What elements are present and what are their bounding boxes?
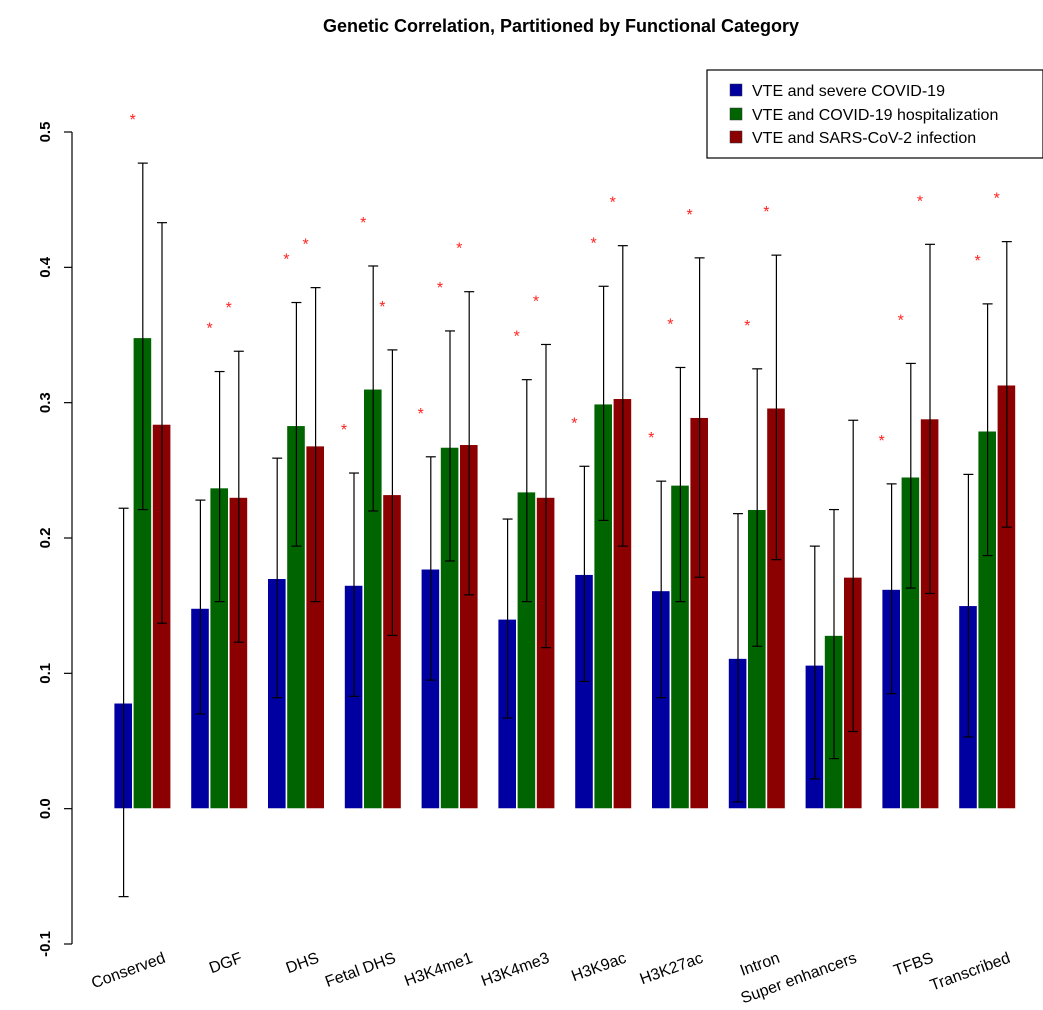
significance-star: * bbox=[763, 204, 769, 221]
legend-swatch-2 bbox=[729, 107, 743, 121]
x-tick-label: H3K9ac bbox=[569, 950, 628, 985]
legend: VTE and severe COVID-19 VTE and COVID-19… bbox=[706, 69, 1043, 159]
significance-star: * bbox=[878, 433, 884, 450]
y-tick-label: -0.1 bbox=[37, 931, 54, 957]
significance-star: * bbox=[667, 316, 673, 333]
x-tick-label: Conserved bbox=[89, 950, 168, 992]
x-tick-label: DHS bbox=[284, 950, 322, 978]
significance-star: * bbox=[130, 112, 136, 129]
significance-star: * bbox=[917, 193, 923, 210]
significance-star: * bbox=[379, 299, 385, 316]
x-tick-label: Transcribed bbox=[928, 950, 1013, 995]
significance-star: * bbox=[648, 430, 654, 447]
legend-frame bbox=[706, 69, 1043, 159]
significance-star: * bbox=[226, 300, 232, 317]
x-axis-labels: Conserved DGF DHS Fetal DHS H3K4me1 H3K4me3 H3… bbox=[89, 950, 1013, 1008]
y-tick-label: 0.0 bbox=[37, 798, 54, 819]
significance-star: * bbox=[302, 237, 308, 254]
significance-star: * bbox=[514, 329, 520, 346]
error-bars-layer bbox=[118, 162, 1012, 898]
y-tick-label: 0.5 bbox=[37, 122, 54, 143]
y-tick-label: 0.4 bbox=[37, 256, 54, 278]
significance-star: * bbox=[994, 191, 1000, 208]
y-tick-label: 0.2 bbox=[37, 528, 54, 549]
chart-title: Genetic Correlation, Partitioned by Func… bbox=[323, 16, 799, 36]
x-tick-label: Fetal DHS bbox=[323, 950, 398, 991]
significance-star: * bbox=[533, 293, 539, 310]
significance-star: * bbox=[571, 415, 577, 432]
x-tick-label: DGF bbox=[207, 950, 245, 978]
legend-label-2: VTE and COVID-19 hospitalization bbox=[752, 107, 998, 124]
y-tick-label: 0.1 bbox=[37, 663, 54, 684]
x-tick-label: H3K27ac bbox=[638, 950, 706, 988]
y-axis: -0.1 0.0 0.1 0.2 0.3 0.4 0.5 bbox=[37, 122, 73, 957]
y-tick-label: 0.3 bbox=[37, 392, 54, 413]
significance-star: * bbox=[744, 318, 750, 335]
significance-star: * bbox=[206, 321, 212, 338]
significance-stars-layer: * * * * * * * * * * * * * * * * * * * * * * * * * * bbox=[130, 112, 1000, 450]
significance-star: * bbox=[974, 253, 980, 270]
significance-star: * bbox=[360, 215, 366, 232]
legend-swatch-1 bbox=[729, 83, 743, 97]
significance-star: * bbox=[590, 235, 596, 252]
significance-star: * bbox=[898, 312, 904, 329]
x-tick-label: TFBS bbox=[892, 950, 936, 980]
legend-label-3: VTE and SARS-CoV-2 infection bbox=[752, 130, 976, 147]
significance-star: * bbox=[456, 241, 462, 258]
x-tick-label: H3K4me3 bbox=[479, 950, 552, 990]
significance-star: * bbox=[418, 406, 424, 423]
x-tick-label: H3K4me1 bbox=[402, 950, 475, 990]
significance-star: * bbox=[283, 252, 289, 269]
significance-star: * bbox=[437, 280, 443, 297]
legend-label-1: VTE and severe COVID-19 bbox=[752, 83, 945, 100]
bars-layer bbox=[113, 337, 1017, 810]
significance-star: * bbox=[610, 195, 616, 212]
x-tick-label: Intron bbox=[738, 950, 782, 980]
significance-star: * bbox=[341, 422, 347, 439]
significance-star: * bbox=[686, 207, 692, 224]
legend-swatch-3 bbox=[729, 130, 743, 144]
